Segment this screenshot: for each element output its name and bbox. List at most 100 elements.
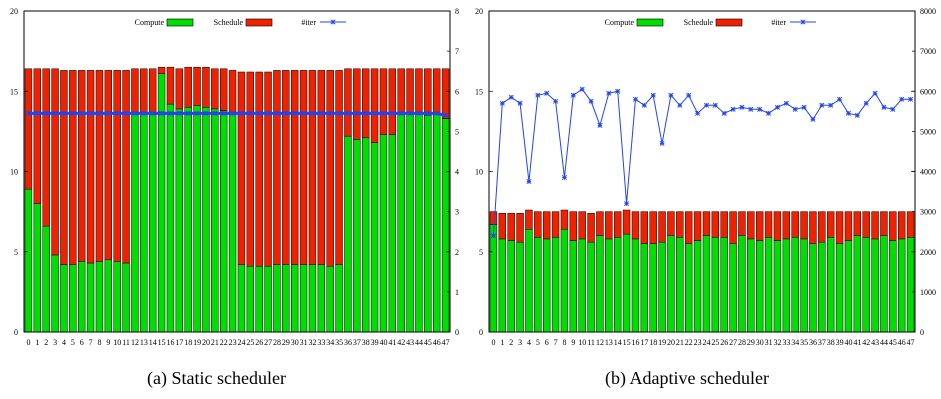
legend-schedule-swatch xyxy=(715,18,743,27)
iter-point-d2 xyxy=(176,110,182,116)
iter-point xyxy=(105,110,111,116)
compute-bar xyxy=(184,107,192,333)
iter-point-d2 xyxy=(150,110,156,116)
iter-point xyxy=(632,96,638,102)
iter-point-d2 xyxy=(499,100,505,106)
iter-point-d2 xyxy=(52,110,58,116)
iter-point xyxy=(881,104,887,110)
compute-bar xyxy=(507,240,515,333)
x-tick-label: 35 xyxy=(335,338,343,347)
iter-point xyxy=(407,110,413,116)
schedule-bar xyxy=(228,70,237,113)
iter-point-d2 xyxy=(247,110,253,116)
iter-point xyxy=(159,110,165,116)
x-tick-label: 40 xyxy=(844,338,852,347)
schedule-bar xyxy=(113,70,121,262)
y-tick-label: 20 xyxy=(475,7,483,16)
x-tick-label: 16 xyxy=(166,338,174,347)
iter-point xyxy=(659,140,665,146)
x-tick-label: 46 xyxy=(433,338,441,347)
compute-bar xyxy=(711,237,720,333)
schedule-bar xyxy=(157,66,166,74)
x-tick-label: 10 xyxy=(113,338,121,347)
x-tick-label: 0 xyxy=(26,338,30,347)
schedule-bar xyxy=(370,68,379,143)
iter-point-d2 xyxy=(668,92,674,98)
x-tick-label: 18 xyxy=(649,338,657,347)
iter-point-d2 xyxy=(61,110,67,116)
x-tick-label: 31 xyxy=(300,338,308,347)
iter-point-d2 xyxy=(96,110,102,116)
schedule-bar xyxy=(282,70,290,265)
schedule-bar xyxy=(202,66,210,108)
iter-point-d2 xyxy=(336,110,342,116)
schedule-bar xyxy=(658,211,666,243)
compute-bar xyxy=(605,238,613,333)
iter-point-d2 xyxy=(230,110,236,116)
iter-point xyxy=(389,110,395,116)
compute-bar xyxy=(86,262,95,333)
x-tick-label: 15 xyxy=(158,338,166,347)
iter-point xyxy=(792,106,798,112)
compute-bar xyxy=(853,235,862,333)
x-tick-label: 34 xyxy=(791,338,799,347)
schedule-bar xyxy=(415,68,423,114)
schedule-bar xyxy=(764,211,773,238)
iter-point xyxy=(783,100,789,106)
iter-point-d2 xyxy=(730,106,736,112)
compute-bar xyxy=(51,254,59,333)
x-tick-label: 30 xyxy=(291,338,299,347)
compute-bar xyxy=(498,238,507,333)
x-tick-label: 2 xyxy=(509,338,513,347)
x-tick-label: 27 xyxy=(264,338,272,347)
compute-bar xyxy=(613,237,622,333)
schedule-bar xyxy=(131,68,139,114)
compute-bar xyxy=(95,261,104,333)
schedule-bar xyxy=(755,211,764,241)
iter-point-d2 xyxy=(659,140,665,146)
compute-bar xyxy=(131,113,139,333)
iter-point-d2 xyxy=(221,110,227,116)
schedule-bar xyxy=(871,211,879,240)
x-tick-label: 42 xyxy=(397,338,405,347)
iter-point xyxy=(854,112,860,118)
compute-bar xyxy=(335,264,343,333)
iter-point-d2 xyxy=(194,110,200,116)
compute-bar xyxy=(738,235,746,333)
x-tick-label: 35 xyxy=(800,338,808,347)
x-tick-label: 20 xyxy=(667,338,675,347)
y-tick-label: 15 xyxy=(10,87,18,96)
iter-point xyxy=(247,110,253,116)
iter-point-d2 xyxy=(185,110,191,116)
y-tick-label: 15 xyxy=(475,87,483,96)
iter-point xyxy=(872,90,878,96)
iter-point xyxy=(819,102,825,108)
legend: Compute Schedule #iter xyxy=(605,18,816,27)
y2-tick-label: 0 xyxy=(920,328,924,337)
schedule-bar xyxy=(326,70,334,267)
schedule-bar xyxy=(104,70,113,261)
iter-point xyxy=(416,110,422,116)
iter-point-d2 xyxy=(881,104,887,110)
schedule-bar xyxy=(684,211,693,244)
schedule-bar xyxy=(818,211,826,243)
legend-compute-label: Compute xyxy=(135,18,165,27)
schedule-bar xyxy=(747,211,755,240)
schedule-bar xyxy=(69,70,77,265)
compute-bar xyxy=(729,243,737,333)
x-tick-label: 26 xyxy=(255,338,263,347)
compute-bar xyxy=(77,261,86,333)
compute-bar xyxy=(33,203,42,333)
y2-tick-label: 1000 xyxy=(920,288,936,297)
schedule-bar xyxy=(542,211,551,240)
x-tick-label: 22 xyxy=(220,338,228,347)
x-tick-label: 5 xyxy=(536,338,540,347)
iter-point-d2 xyxy=(398,110,404,116)
iter-point-d2 xyxy=(389,110,395,116)
schedule-bar xyxy=(711,211,720,238)
x-tick-label: 17 xyxy=(175,338,183,347)
iter-point-d2 xyxy=(828,102,834,108)
compute-bar xyxy=(290,264,299,333)
x-tick-label: 2 xyxy=(44,338,48,347)
